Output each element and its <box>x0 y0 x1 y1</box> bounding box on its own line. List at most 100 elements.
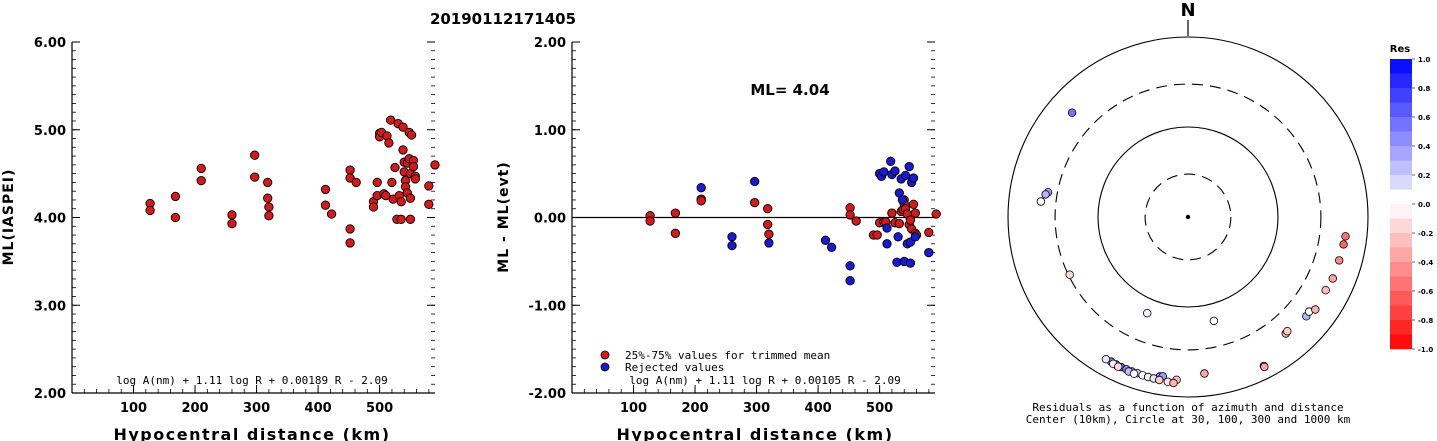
y-tick-label: 0.00 <box>534 212 566 227</box>
station-point <box>1334 256 1344 265</box>
distance-ring-dashed <box>1054 83 1322 351</box>
station-point <box>1341 232 1350 241</box>
data-point <box>845 210 855 220</box>
y-tick-label: 2.00 <box>34 387 66 402</box>
data-point <box>763 204 773 214</box>
data-point <box>384 138 394 148</box>
x-tick-label: 500 <box>866 401 893 416</box>
colorbar-cell <box>1390 59 1412 74</box>
data-point <box>845 261 855 271</box>
data-point <box>851 216 861 226</box>
colorbar-boxes <box>1390 59 1412 350</box>
station-point <box>1328 274 1337 283</box>
data-point <box>905 215 916 225</box>
colorbar-cell <box>1390 160 1412 176</box>
colorbar-cell <box>1390 131 1412 147</box>
data-point <box>345 165 355 175</box>
data-point <box>430 160 440 170</box>
data-point <box>263 177 273 188</box>
station-residual-points <box>1036 108 1350 388</box>
station-point <box>1339 240 1348 249</box>
y-tick-label: -1.00 <box>529 299 566 314</box>
legend-marker-trimmed <box>600 350 610 360</box>
colorbar-cell <box>1390 218 1412 234</box>
data-point <box>424 199 434 209</box>
data-point <box>227 218 237 229</box>
station-point <box>1113 362 1123 371</box>
distance-ring-solid <box>1007 36 1369 398</box>
data-point <box>396 214 406 224</box>
x-tick-label: 100 <box>620 401 647 416</box>
data-point <box>764 238 774 248</box>
x-tick-label: 200 <box>181 401 208 416</box>
data-point <box>345 238 355 248</box>
data-point <box>893 232 903 242</box>
y-axis-label: ML - ML(evt) <box>496 161 512 272</box>
data-point <box>670 208 681 218</box>
station-point <box>1067 108 1077 117</box>
data-point <box>410 174 420 184</box>
data-point <box>345 224 355 234</box>
data-point <box>170 212 181 223</box>
data-point <box>145 205 155 216</box>
station-point <box>1321 286 1330 295</box>
data-point <box>250 172 260 182</box>
data-point <box>905 258 916 268</box>
colorbar-title: Res <box>1390 44 1410 55</box>
data-point <box>763 219 773 230</box>
data-point <box>387 177 397 188</box>
data-point <box>931 209 941 219</box>
data-point <box>826 242 837 252</box>
colorbar-cell <box>1390 291 1412 306</box>
legend-label-trimmed: 25%-75% values for trimmed mean <box>625 349 830 362</box>
data-point <box>250 150 260 160</box>
colorbar-cell <box>1390 175 1412 190</box>
legend: 25%-75% values for trimmed mean Rejected… <box>600 349 830 374</box>
data-point <box>872 230 882 240</box>
colorbar-cell <box>1390 88 1412 103</box>
data-point <box>924 247 934 258</box>
data-point <box>381 190 391 201</box>
data-point <box>398 122 408 132</box>
colorbar-tick-label: 0.0 <box>1418 201 1431 209</box>
data-point <box>879 167 889 177</box>
station-point <box>1129 369 1139 378</box>
data-point <box>424 181 434 191</box>
station-point <box>1065 270 1074 279</box>
x-tick-label: 400 <box>305 401 332 416</box>
colorbar-tick-label: 0.2 <box>1418 172 1431 180</box>
data-point <box>227 210 237 220</box>
data-point <box>408 161 419 172</box>
colorbar-cell <box>1390 233 1412 248</box>
data-point <box>405 193 416 203</box>
data-point <box>320 184 331 195</box>
colorbar-cell <box>1390 73 1412 89</box>
x-tick-label: 300 <box>243 401 270 416</box>
ml-vs-distance-axes <box>71 42 435 394</box>
data-point <box>750 176 760 187</box>
data-point <box>196 163 206 174</box>
colorbar-cell <box>1390 247 1412 263</box>
y-tick-label: -2.00 <box>529 387 566 402</box>
colorbar-tick-label: -0.8 <box>1418 317 1433 325</box>
data-point <box>398 145 408 155</box>
data-point <box>882 239 892 249</box>
x-tick-label: 400 <box>805 401 832 416</box>
ml-annotation: ML= 4.04 <box>750 81 829 99</box>
x-tick-label: 500 <box>366 401 393 416</box>
figure-title: 20190112171405 <box>430 10 576 28</box>
y-tick-label: 3.00 <box>34 299 66 314</box>
data-point <box>764 229 774 239</box>
data-point <box>351 177 361 188</box>
residual-points <box>645 156 941 286</box>
distance-rings <box>1007 36 1369 398</box>
colorbar-tick-label: -0.4 <box>1418 259 1433 267</box>
formula-text: log A(nm) + 1.11 log R + 0.00105 R - 2.0… <box>629 374 901 387</box>
colorbar-tick-label: 0.8 <box>1418 85 1431 93</box>
ml-vs-distance-points <box>145 115 440 248</box>
colorbar-tick-label: 0.4 <box>1418 143 1431 151</box>
data-point <box>320 200 331 210</box>
azimuth-residual-plot: N Residuals as a function of azimuth and… <box>1007 0 1369 426</box>
station-point <box>1200 369 1209 378</box>
colorbar-cell <box>1390 204 1412 219</box>
